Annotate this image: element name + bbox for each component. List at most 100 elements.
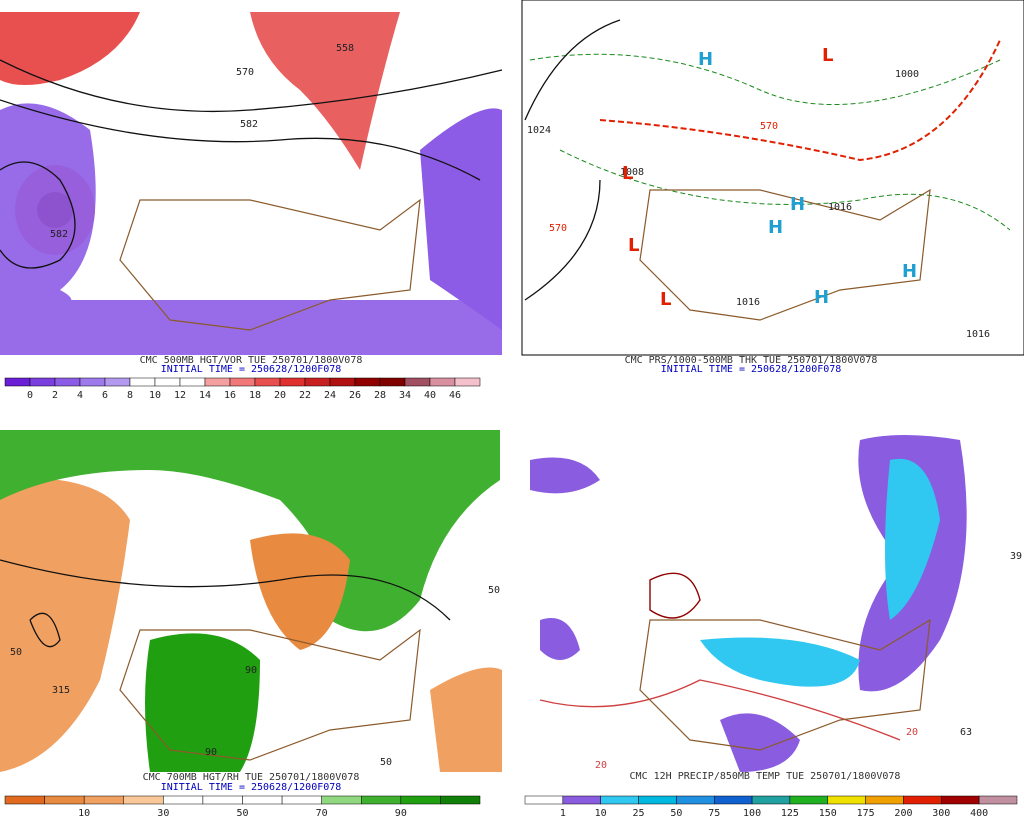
contour-label: 50 xyxy=(380,757,392,768)
thickness-contour xyxy=(599,39,1001,162)
caption: CMC PRS/1000-500MB THK TUE 250701/1800V0… xyxy=(625,355,878,366)
contour-label: 582 xyxy=(50,229,68,240)
colorbar-swatch xyxy=(329,377,356,387)
colorbar-swatch xyxy=(104,377,131,387)
colorbar-label: 30 xyxy=(157,808,169,819)
colorbar-swatch xyxy=(903,795,942,805)
colorbar-swatch xyxy=(129,377,156,387)
precip-fill xyxy=(530,457,800,772)
colorbar-swatch xyxy=(440,795,481,805)
colorbar-swatch xyxy=(404,377,431,387)
colorbar-label: 0 xyxy=(27,390,33,401)
colorbar-swatch xyxy=(281,795,322,805)
rh-fill xyxy=(0,430,500,632)
colorbar-swatch xyxy=(179,377,206,387)
colorbar-label: 100 xyxy=(743,808,761,819)
colorbar-label: 8 xyxy=(127,390,133,401)
colorbar-label: 34 xyxy=(399,390,411,401)
vorticity-fill xyxy=(0,103,502,355)
precip-label: 39 xyxy=(1010,551,1022,562)
colorbar-label: 16 xyxy=(224,390,236,401)
colorbar-label: 1 xyxy=(560,808,566,819)
low-marker: L xyxy=(628,235,639,256)
colorbar-swatch xyxy=(379,377,406,387)
colorbar-swatch xyxy=(713,795,753,805)
colorbar-swatch xyxy=(978,795,1018,805)
colorbar-label: 150 xyxy=(819,808,837,819)
caption: CMC 12H PRECIP/850MB TEMP TUE 250701/180… xyxy=(630,771,901,782)
colorbar-swatch xyxy=(865,795,904,805)
init-time: INITIAL TIME = 250628/1200F078 xyxy=(661,364,842,375)
colorbar-label: 50 xyxy=(236,808,248,819)
colorbar-swatch xyxy=(79,377,106,387)
contour-label: 570 xyxy=(236,67,254,78)
thickness-contour xyxy=(559,149,1011,231)
colorbar-label: 26 xyxy=(349,390,361,401)
contour-label: 90 xyxy=(205,747,217,758)
colorbar-swatch xyxy=(751,795,791,805)
colorbar-swatch xyxy=(54,377,81,387)
colorbar-label: 10 xyxy=(78,808,90,819)
colorbar-label: 46 xyxy=(449,390,461,401)
init-time: INITIAL TIME = 250628/1200F078 xyxy=(161,364,342,375)
precip-fill xyxy=(700,637,860,687)
height-contour xyxy=(0,59,503,113)
panel-precip: 20 39 63 20 CMC 12H PRECIP/850MB TEMP TU… xyxy=(522,430,1024,782)
contour-label: 20 xyxy=(906,727,918,738)
country-border xyxy=(119,628,421,761)
vorticity-fill xyxy=(0,12,140,85)
colorbar-swatch xyxy=(454,377,481,387)
colorbar-swatch xyxy=(304,377,331,387)
high-marker: H xyxy=(902,261,917,282)
colorbar-label: 14 xyxy=(199,390,211,401)
temp-contour xyxy=(649,572,701,619)
contour-label: 570 xyxy=(549,223,567,234)
colorbar-swatch xyxy=(254,377,281,387)
colorbar-swatch xyxy=(354,377,381,387)
rh-fill xyxy=(430,667,502,772)
colorbar-label: 18 xyxy=(249,390,261,401)
high-marker: H xyxy=(814,287,829,308)
country-border xyxy=(119,198,421,331)
colorbar-swatch xyxy=(4,795,45,805)
precip-label: 63 xyxy=(960,727,972,738)
contour-label: 582 xyxy=(240,119,258,130)
colorbar-swatch xyxy=(400,795,441,805)
low-marker: L xyxy=(660,289,671,310)
high-marker: H xyxy=(698,49,713,70)
colorbar-label: 12 xyxy=(174,390,186,401)
colorbar-label: 20 xyxy=(274,390,286,401)
rh-fill xyxy=(145,633,260,772)
contour-label: 570 xyxy=(760,121,778,132)
colorbar-label: 175 xyxy=(857,808,875,819)
colorbar-label: 24 xyxy=(324,390,336,401)
colorbar-swatch xyxy=(429,377,456,387)
rh-fill xyxy=(250,533,350,650)
map-area xyxy=(521,0,1024,356)
colorbar-label: 25 xyxy=(633,808,645,819)
contour-label: 558 xyxy=(336,43,354,54)
temp-contour xyxy=(539,679,901,741)
colorbar-swatch xyxy=(676,795,715,805)
colorbar-swatch xyxy=(562,795,601,805)
contour-label: 50 xyxy=(10,647,22,658)
pressure-contour xyxy=(524,19,621,301)
colorbar-swatch xyxy=(123,795,164,805)
caption: CMC 700MB HGT/RH TUE 250701/1800V078 xyxy=(143,772,360,783)
contour-label: 1016 xyxy=(966,329,990,340)
colorbar-swatch xyxy=(789,795,829,805)
colorbar-label: 400 xyxy=(970,808,988,819)
contour-label: 1008 xyxy=(620,167,644,178)
contour-label: 1016 xyxy=(736,297,760,308)
colorbar-swatch xyxy=(83,795,124,805)
colorbar-label: 90 xyxy=(395,808,407,819)
colorbar-swatch xyxy=(204,377,231,387)
colorbar-swatch xyxy=(29,377,56,387)
panel-700mb: 50 50 315 90 90 50 CMC 700MB HGT/RH TUE … xyxy=(0,430,502,793)
contour-label: 1016 xyxy=(828,202,852,213)
height-contour xyxy=(0,99,481,181)
colorbar-label: 22 xyxy=(299,390,311,401)
vorticity-fill xyxy=(250,12,400,170)
colorbar-swatch xyxy=(638,795,677,805)
